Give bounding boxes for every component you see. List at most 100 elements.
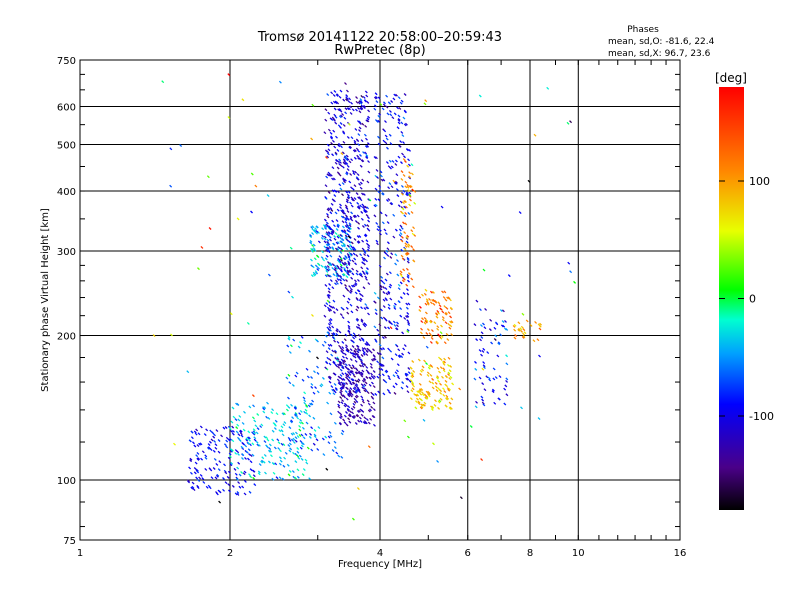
data-point [336,235,340,239]
data-point [298,424,302,428]
data-point [312,247,316,251]
data-point [481,398,485,402]
data-point [335,272,339,276]
data-point [350,211,354,215]
data-point [316,356,319,360]
data-point [363,389,367,393]
data-point [328,283,332,286]
data-point [357,101,361,105]
data-point [384,278,388,282]
data-point [341,225,345,229]
data-point [344,111,348,115]
data-point [247,457,250,461]
data-point [360,395,364,399]
data-point [314,227,318,231]
data-point [365,341,369,345]
data-point [440,335,444,338]
data-point [345,200,349,204]
data-point [341,348,345,352]
data-point [209,448,213,452]
data-point [223,463,226,467]
data-point [329,434,333,438]
data-point [338,115,342,119]
data-point [360,383,364,387]
data-point [195,428,199,432]
data-point [339,122,343,125]
data-point [242,472,246,476]
data-point [412,248,416,252]
data-point [350,101,353,105]
data-point [198,442,202,446]
data-point [241,98,245,102]
data-point [196,470,200,474]
data-point [373,357,377,361]
data-point [347,330,351,334]
data-point [442,296,446,300]
data-point [400,235,404,239]
data-point [324,435,328,439]
data-point [265,436,269,440]
data-point [367,282,371,286]
data-point [449,320,453,324]
data-point [286,344,290,348]
data-point [278,462,282,466]
data-point [407,211,411,215]
data-point [338,173,342,177]
data-point [417,400,421,404]
data-point [208,227,212,230]
data-point [441,318,445,322]
data-point [357,226,360,230]
data-point [431,377,435,381]
data-point [314,386,318,390]
data-point [239,432,243,436]
data-point [325,175,329,179]
data-point [350,204,354,208]
data-point [357,143,361,147]
data-point [411,381,415,385]
data-point [344,82,347,85]
data-point [295,431,298,435]
data-point [363,234,367,238]
data-point [397,376,401,380]
data-point [444,321,448,325]
data-point [403,344,407,348]
data-point [333,446,337,449]
data-point [404,242,408,246]
data-point [380,364,383,368]
data-point [404,205,408,209]
data-point [253,436,257,440]
data-point [346,157,350,161]
data-point [354,291,358,295]
data-point [359,153,362,157]
data-point [365,214,369,217]
data-point [328,375,332,379]
data-point [503,402,507,406]
data-point [475,338,479,342]
data-point [282,443,286,447]
data-point [290,419,294,423]
data-point [325,254,329,258]
data-point [395,173,399,177]
data-point [335,94,339,97]
data-point [253,438,257,442]
data-point [325,467,329,471]
data-point [390,322,393,326]
data-point [328,235,332,239]
data-point [374,203,378,207]
data-point [362,352,366,356]
data-point [400,274,404,278]
data-point [288,438,292,442]
data-point [283,421,287,424]
data-point [229,312,233,316]
data-point [527,179,531,183]
data-point [426,373,430,377]
data-point [366,399,370,403]
data-point [385,272,389,276]
data-point [333,145,337,149]
data-point [169,147,173,151]
data-point [366,117,370,121]
data-point [408,203,412,207]
data-point [372,348,375,352]
data-point [366,180,370,184]
data-point [373,156,377,159]
